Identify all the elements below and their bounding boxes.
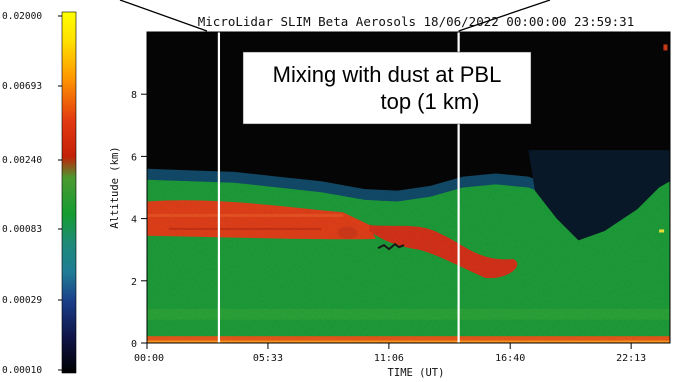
x-axis-label: TIME (UT) (388, 367, 445, 379)
colorbar-tick-label: 0.00029 (2, 295, 42, 306)
colorbar-tick-label: 0.00240 (2, 155, 42, 166)
colorbar-labels: 0.02000 0.00693 0.00240 0.00083 0.00029 0.000… (2, 11, 42, 376)
annotation-box (242, 51, 532, 125)
colorbar-tick-label: 0.02000 (2, 11, 42, 22)
callout-line-left (119, 0, 208, 32)
annotation-text: Mixing with dust at PBL top (1 km) (273, 62, 502, 114)
x-tick-label: 05:33 (253, 353, 283, 364)
backscatter-heatmap (147, 32, 670, 343)
colorbar-tick-label: 0.00083 (2, 224, 42, 235)
colorbar-ticks (58, 15, 62, 371)
y-tick-label: 6 (131, 152, 137, 163)
x-tick-label: 00:00 (134, 353, 164, 364)
y-axis: 0 2 4 6 8 (131, 90, 147, 350)
callout-line-right (458, 0, 551, 32)
annotation-line: top (1 km) (380, 89, 479, 114)
callout-lines (119, 0, 551, 32)
chart-title: MicroLidar SLIM Beta Aerosols 18/06/2022… (198, 14, 635, 29)
annotation: Mixing with dust at PBL top (1 km) (242, 51, 532, 125)
y-axis-label: Altitude (km) (109, 146, 121, 228)
plot-area (146, 31, 671, 344)
colorbar-tick-label: 0.00010 (2, 365, 42, 376)
colorbar-tick-label: 0.00693 (2, 81, 42, 92)
y-tick-label: 0 (131, 339, 137, 350)
x-tick-label: 11:06 (374, 353, 404, 364)
colorbar-gradient (61, 11, 77, 374)
y-tick-label: 2 (131, 277, 137, 288)
colorbar: 0.02000 0.00693 0.00240 0.00083 0.00029 0.000… (2, 11, 77, 376)
annotation-line: Mixing with dust at PBL (273, 62, 502, 87)
plot-frame (146, 31, 671, 344)
x-tick-label: 22:13 (616, 353, 646, 364)
x-tick-label: 16:40 (495, 353, 525, 364)
y-tick-label: 4 (131, 215, 137, 226)
y-tick-label: 8 (131, 90, 137, 101)
x-axis: 00:00 05:33 11:06 16:40 22:13 (134, 343, 646, 364)
